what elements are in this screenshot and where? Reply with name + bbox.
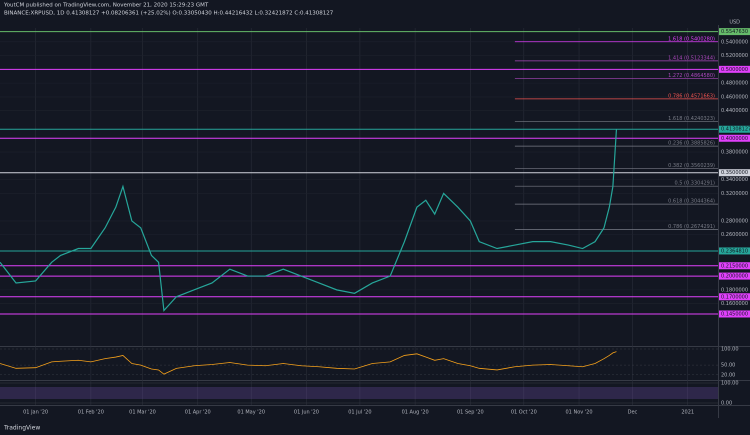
x-tick-label: 01 Jul '20 [348,410,371,416]
x-tick-label: Dec [628,410,638,416]
y-tick-label: 0.4400000 [721,108,748,114]
level-box [719,293,750,301]
x-tick-label: 01 Feb '20 [78,410,104,416]
stoch-band [0,387,718,399]
fib-label: 0.236 (0.3885826) [668,141,715,147]
x-tick-label: 01 Sep '20 [457,410,484,416]
fib-label: 0.382 (0.3560239) [668,163,715,169]
x-tick-label: 01 Jan '20 [23,410,48,416]
currency: USD [729,20,740,26]
level-label: 0.3500000 [721,170,748,176]
rsi-line [0,351,617,375]
level-box [719,310,750,318]
y-tick-label: 0.5400000 [721,39,748,45]
fib-label: 1.272 (0.4864580) [668,73,715,79]
x-tick-label: 01 Apr '20 [185,410,211,416]
rsi-tick-label: 20.00 [721,372,735,378]
price-line [0,129,618,312]
level-box [719,262,750,270]
level-box [719,28,750,36]
level-label: 0.41308127 [721,127,750,133]
x-tick-label: 01 Oct '20 [511,410,537,416]
y-tick-label: 0.3200000 [721,191,748,197]
x-tick-label: 01 Nov '20 [566,410,593,416]
x-tick-label: 01 May '20 [237,410,265,416]
fib-label: 1.414 (0.5123344) [668,55,715,61]
fib-label: 0.618 (0.3044364) [668,199,715,205]
y-tick-label: 0.5200000 [721,53,748,59]
level-label: 0.5547630 [721,29,748,35]
brand: TradingView [3,425,40,432]
fib-label: 0.5 (0.3304291) [675,181,716,187]
level-label: 0.2150000 [721,263,748,269]
level-label: 0.1450000 [721,311,748,317]
x-tick-label: 01 Aug '20 [402,410,429,416]
level-box [719,272,750,280]
level-box [719,65,750,73]
fib-label: 0.786 (0.4571663) [668,93,715,99]
fib-label: 1.618 (0.5400280) [668,36,715,42]
y-tick-label: 0.1600000 [721,301,748,307]
fib-label: 0.786 (0.2674291) [668,224,715,230]
y-tick-label: 0.3800000 [721,150,748,156]
y-tick-label: 0.3400000 [721,177,748,183]
level-label: 0.1700000 [721,294,748,300]
x-tick-label: 01 Jun '20 [294,410,319,416]
level-box [719,247,750,255]
fib-label: 1.618 (0.4240323) [668,116,715,122]
level-label: 0.5000000 [721,67,748,73]
stoch-tick-label: 0.00 [721,401,732,407]
level-box [719,125,750,133]
stoch-tick-label: 100.00 [721,381,739,387]
y-tick-label: 0.2600000 [721,232,748,238]
y-tick-label: 0.2800000 [721,218,748,224]
level-box [719,134,750,142]
y-tick-label: 0.4800000 [721,81,748,87]
y-tick-label: 0.4600000 [721,94,748,100]
level-label: 0.2000000 [721,274,748,280]
level-label: 0.2364810 [721,248,748,254]
y-tick-label: 0.1800000 [721,287,748,293]
publisher: YoutCM published on TradingView.com, Nov… [3,3,209,9]
symbol: BINANCE:XRPUSD, 1D 0.41308127 +0.0820636… [4,11,334,17]
x-tick-label: 01 Mar '20 [129,410,156,416]
level-label: 0.4000000 [721,136,748,142]
x-tick-label: 2021 [681,410,694,416]
rsi-tick-label: 100.00 [721,347,739,353]
rsi-tick-label: 50.00 [721,363,735,369]
level-box [719,169,750,177]
